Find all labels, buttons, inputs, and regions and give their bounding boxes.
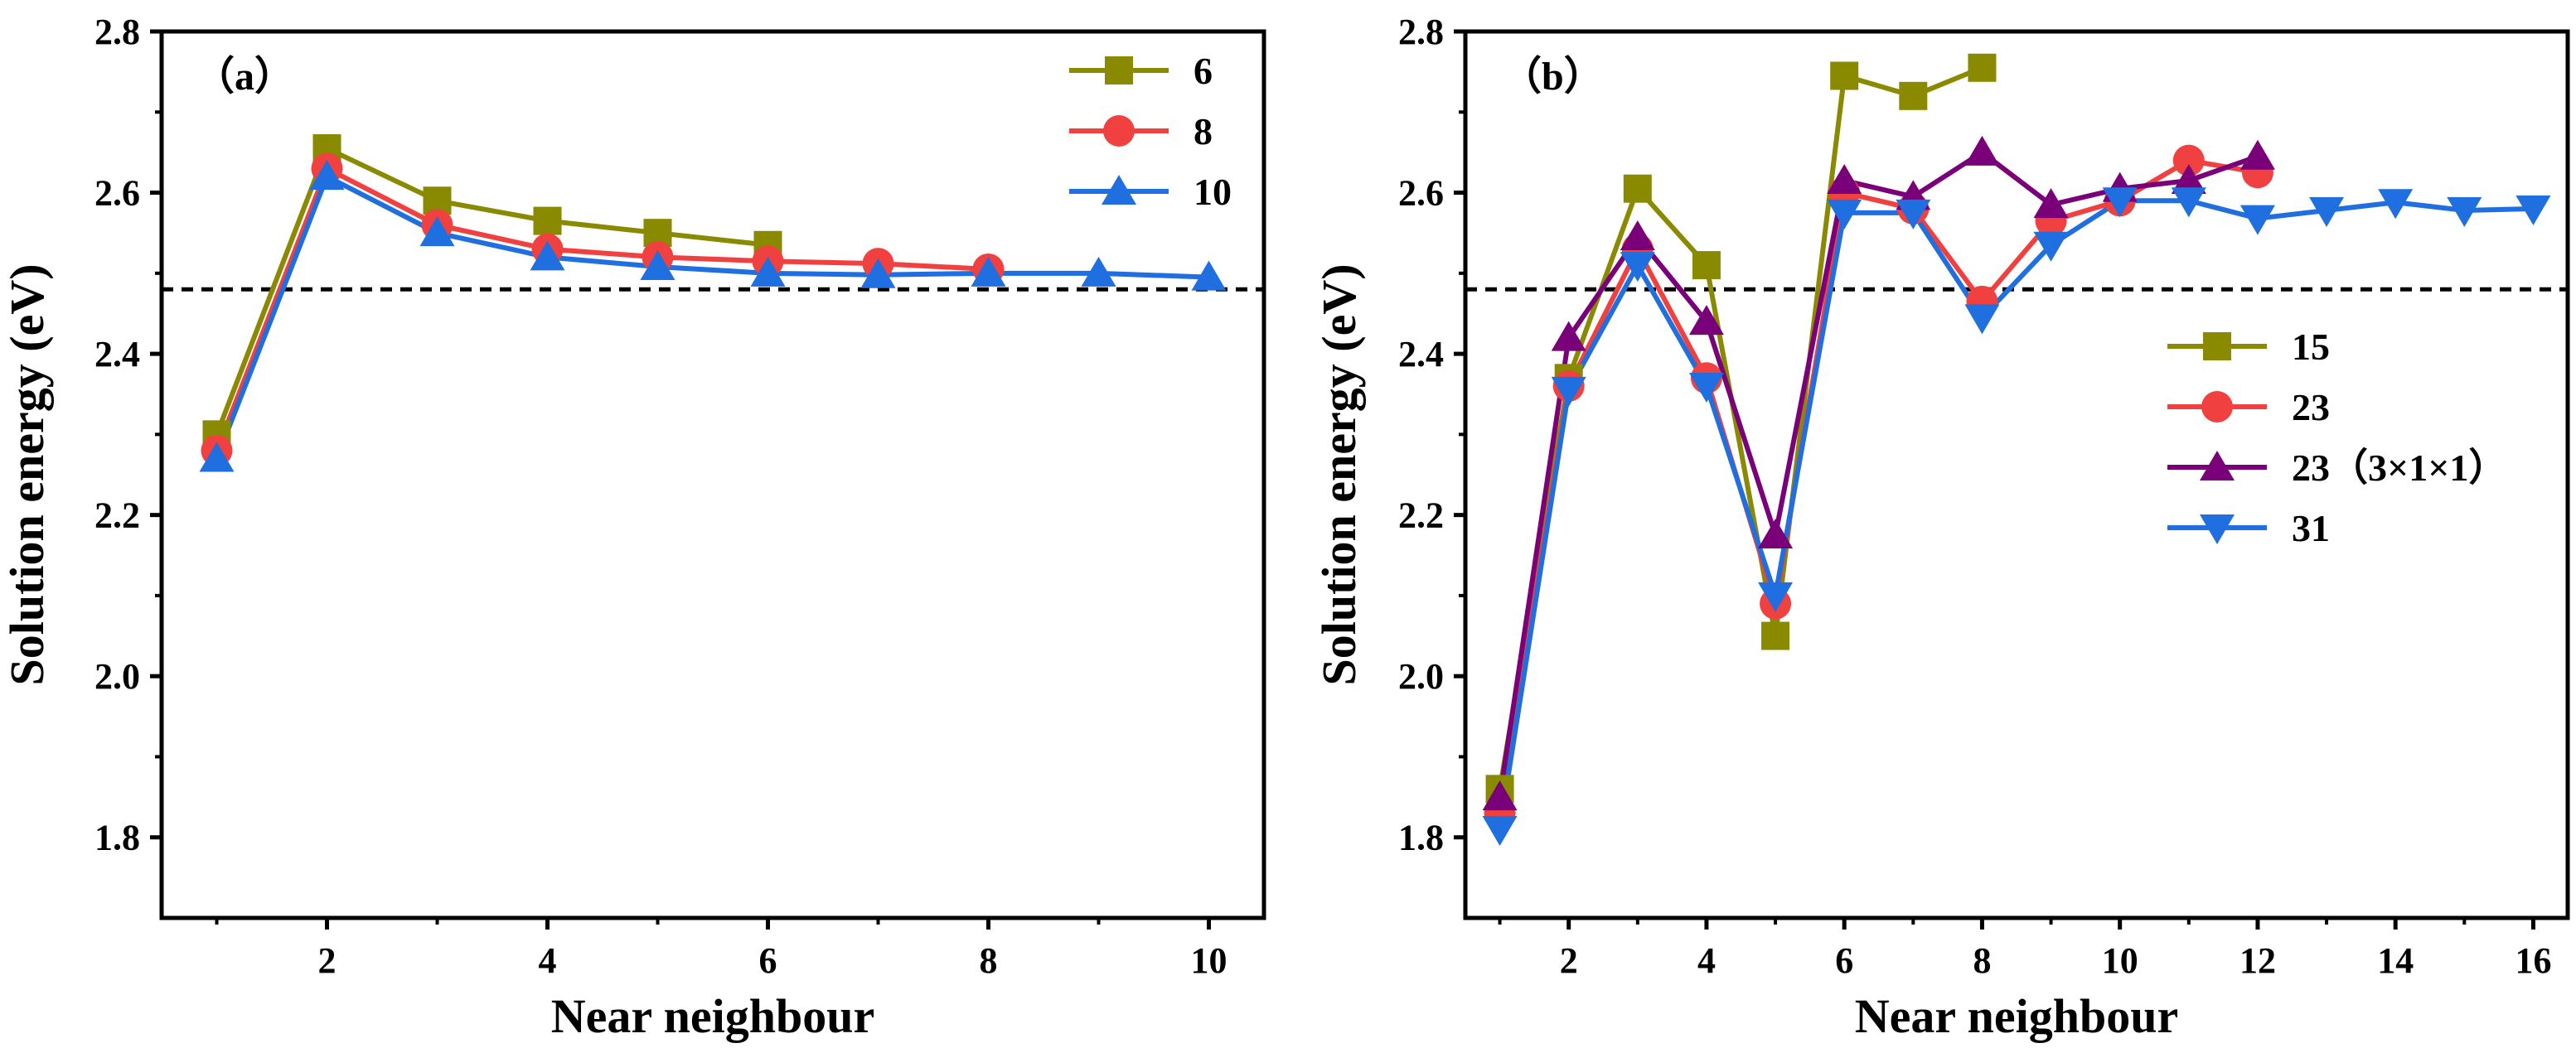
panel-a-series-0-point <box>533 206 562 235</box>
panel-b-x-tick-label: 14 <box>2377 940 2414 981</box>
panel-b-series-2-point <box>1827 163 1862 194</box>
panel-b-legend-label-1: 23 <box>2292 386 2330 428</box>
panel-a-y-tick-label: 2.8 <box>94 12 140 52</box>
panel-b-legend-label-2: 23（3×1×1） <box>2292 447 2506 489</box>
panel-a-series-2-point <box>860 258 896 288</box>
panel-b-series-3-point <box>1482 816 1518 846</box>
panel-b-series-2-point <box>1758 518 1794 548</box>
panel-b-series-0-point <box>1623 174 1652 203</box>
panel-b-series-0-point <box>1899 81 1928 110</box>
panel-b-x-tick-label: 10 <box>2102 940 2138 981</box>
panel-b-legend-marker-0 <box>2203 332 2231 360</box>
panel-a-series-2-point <box>419 216 455 247</box>
panel-b-y-axis-title: Solution energy (eV) <box>1312 263 1366 685</box>
panel-a-chart: 2 4 6 8 10 1.8 2.0 2.2 2.4 2.6 2.8 Near neighbour So… <box>0 12 1266 1043</box>
panel-a-x-tick-label: 8 <box>980 940 998 981</box>
panel-b-series-2-point <box>2033 188 2069 219</box>
panel-a-legend-marker-1 <box>1103 115 1135 147</box>
panel-b-series-3-point <box>2239 205 2275 235</box>
panel-b-x-axis-title: Near neighbour <box>1855 989 2178 1043</box>
panel-b-y-tick-label: 2.2 <box>1398 495 1444 536</box>
panel-b-series-3-point <box>2447 196 2482 227</box>
panel-b-chart: 2 4 6 8 10 12 14 16 1.8 2.0 2.2 2.4 2.6 2.8 Near neigh… <box>1312 12 2570 1043</box>
panel-b-legend-marker-2 <box>2200 451 2235 481</box>
panel-a-series-2-point <box>309 160 345 191</box>
panel-a-y-tick-label: 2.6 <box>94 173 140 214</box>
panel-a-y-tick-label: 2.2 <box>94 495 140 536</box>
panel-b-x-tick-label: 4 <box>1697 940 1716 981</box>
panel-a-legend-marker-0 <box>1105 56 1133 85</box>
panel-b-series-2-point <box>1620 220 1655 251</box>
panel-b-series-2-point <box>2239 139 2275 170</box>
panel-a-series-line-2 <box>214 174 1209 460</box>
panel-b-series-0-point <box>1968 53 1997 82</box>
panel-b-y-tick-label: 2.8 <box>1398 12 1444 52</box>
panel-b-series-3-point <box>2102 187 2138 218</box>
panel-b-series-2-point <box>1482 780 1518 811</box>
panel-a-y-axis-title: Solution energy (eV) <box>0 263 54 685</box>
panel-a-series-2-point <box>199 442 235 472</box>
panel-b-series-3-point <box>1827 199 1862 229</box>
panel-a-legend-label-0: 6 <box>1194 50 1213 92</box>
panel-b-series-3-point <box>1896 199 1931 229</box>
panel-b-y-tick-label: 2.6 <box>1398 173 1444 214</box>
panel-a-panel-label: （a） <box>195 55 294 99</box>
panel-b-series-3-point <box>2309 196 2345 227</box>
panel-b-legend-label-0: 15 <box>2292 326 2330 368</box>
panel-a-x-tick-label: 2 <box>318 940 337 981</box>
panel-b-series-line-3 <box>1497 198 2534 830</box>
panel-a-y-tick-label: 2.0 <box>94 656 140 697</box>
panel-b-y-tick-label: 2.0 <box>1398 656 1444 697</box>
panel-b-panel-label: （b） <box>1502 55 1604 99</box>
panel-a-series-line-1 <box>214 166 989 452</box>
panel-a-legend-label-1: 8 <box>1194 110 1213 152</box>
panel-b-x-tick-label: 2 <box>1560 940 1578 981</box>
panel-a-x-tick-label: 4 <box>539 940 557 981</box>
panel-b-y-tick-label: 2.4 <box>1398 334 1444 374</box>
panel-a-x-tick-label: 6 <box>759 940 777 981</box>
panel-a-series-line-0 <box>214 146 768 436</box>
panel-b-series-1-point <box>2172 144 2205 176</box>
panel-b-series-3-point <box>2171 187 2206 218</box>
panel-b-series-0-point <box>1761 621 1790 650</box>
panel-a-y-tick-label: 2.4 <box>94 334 140 374</box>
panel-b-x-tick-label: 8 <box>1973 940 1991 981</box>
panel-b-series-2-point <box>1964 135 2000 166</box>
panel-b-legend-label-3: 31 <box>2292 507 2330 549</box>
panel-b-y-tick-label: 1.8 <box>1398 818 1444 858</box>
panel-b-series-2-point <box>1551 321 1586 351</box>
panel-b-series-0-point <box>1692 251 1721 280</box>
panel-b-legend-marker-3 <box>2200 514 2235 544</box>
panel-a-plot-frame <box>159 29 1266 920</box>
panel-b-x-tick-label: 12 <box>2239 940 2276 981</box>
panel-b-series-2-point <box>2171 163 2206 194</box>
panel-b-series-3-point <box>2378 189 2414 220</box>
panel-a-series-2-point <box>530 240 565 271</box>
panel-b-series-3-point <box>2033 231 2069 262</box>
panel-b-series-3-point <box>1758 582 1794 612</box>
panel-b-series-0-point <box>1830 61 1859 90</box>
panel-b-series-3-point <box>2515 196 2551 225</box>
panel-b-legend-marker-1 <box>2201 391 2233 423</box>
panel-a-series-2-point <box>640 250 675 281</box>
panel-b-series-2-point <box>1688 305 1724 336</box>
panel-b-x-tick-label: 16 <box>2515 940 2551 981</box>
panel-b-series-3-point <box>1551 376 1586 407</box>
panel-a-series-2-point <box>971 256 1006 287</box>
panel-a-x-tick-label: 10 <box>1191 940 1227 981</box>
panel-b-plot-frame <box>1463 29 2570 920</box>
panel-a-y-tick-label: 1.8 <box>94 818 140 858</box>
panel-b-series-3-point <box>1964 304 2000 335</box>
panel-a-series-2-point <box>750 256 786 287</box>
panel-a-series-2-point <box>1191 260 1227 291</box>
panel-b-series-3-point <box>1620 252 1655 283</box>
panel-b-series-3-point <box>1688 373 1724 403</box>
panel-a-legend-marker-2 <box>1102 175 1136 205</box>
panel-a-legend-label-2: 10 <box>1194 171 1232 213</box>
panel-a-x-axis-title: Near neighbour <box>551 989 874 1043</box>
panel-b-x-tick-label: 6 <box>1835 940 1853 981</box>
panel-a-series-2-point <box>1081 256 1116 287</box>
